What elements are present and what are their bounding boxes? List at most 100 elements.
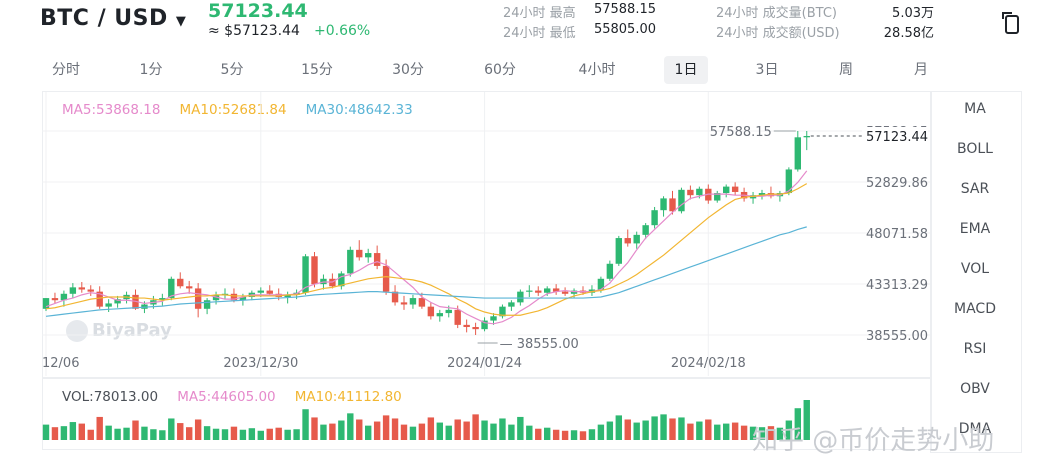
volume-bar — [338, 420, 345, 440]
candle-body — [535, 290, 542, 293]
volume-bar — [87, 429, 94, 440]
candle-body — [60, 293, 68, 301]
tab-timeframe-2[interactable]: 5分 — [220, 62, 244, 78]
bottom-watermark: 知乎 @币价走势小助 — [752, 426, 995, 456]
candle-body — [230, 293, 238, 301]
last-price: 57123.44 — [208, 0, 308, 22]
candle-body — [463, 324, 470, 328]
volume-bar — [132, 420, 139, 440]
volume-bar — [141, 426, 148, 440]
indicator-sar[interactable]: SAR — [960, 181, 990, 197]
candle-body — [696, 188, 703, 196]
candle-body — [42, 298, 50, 309]
indicator-ma[interactable]: MA — [964, 101, 986, 117]
volume-bar — [293, 429, 300, 440]
trading-pair[interactable]: BTC / USD ▼ — [40, 6, 186, 31]
volume-bar — [221, 429, 229, 440]
candle-body — [445, 309, 452, 314]
candlestick-chart[interactable]: 57588.15 52829.86 48071.58 43313.29 38555.00… — [0, 0, 1062, 440]
volume-bar — [803, 400, 810, 440]
indicator-obv[interactable]: OBV — [960, 381, 990, 397]
volume-bar — [60, 426, 68, 440]
volume-bar — [356, 419, 363, 440]
candle-body — [544, 288, 551, 293]
fullscreen-icon[interactable] — [1000, 10, 1024, 36]
volume-bar — [347, 413, 354, 440]
chevron-down-icon[interactable]: ▼ — [175, 14, 187, 29]
indicator-ema[interactable]: EMA — [959, 221, 991, 237]
volume-bar — [561, 430, 569, 440]
volume-bar — [320, 424, 327, 440]
volume-bar — [257, 430, 264, 440]
candle-body — [284, 294, 291, 298]
volume-bar — [490, 423, 497, 440]
candle-body — [561, 291, 569, 294]
volume-bar — [248, 428, 256, 440]
indicator-vol[interactable]: VOL — [960, 261, 990, 277]
tab-timeframe-3[interactable]: 15分 — [301, 62, 333, 78]
indicator-rsi[interactable]: RSI — [963, 341, 987, 357]
volume-bar — [579, 431, 587, 440]
candle-body — [400, 302, 408, 305]
candle-body — [552, 288, 560, 292]
volume-bar — [96, 416, 103, 440]
tab-timeframe-0[interactable]: 分时 — [52, 62, 80, 78]
stat-high-value: 57588.15 — [593, 2, 656, 17]
volume-bar — [150, 429, 157, 440]
price-approx: ≈ $57123.44 — [208, 23, 300, 39]
volume-bar — [758, 427, 766, 440]
tab-timeframe-6[interactable]: 4小时 — [578, 62, 616, 78]
volume-bar — [642, 420, 649, 440]
volume-bar — [400, 424, 408, 440]
candle-body — [96, 291, 103, 307]
candle-body — [508, 302, 515, 307]
volume-bar — [552, 429, 560, 440]
volume-bar — [597, 424, 605, 440]
candle-body — [758, 193, 766, 196]
pair-label: BTC / USD — [40, 6, 168, 31]
candle-body — [105, 303, 112, 307]
stat-low-value: 55805.00 — [593, 22, 656, 37]
indicator-boll[interactable]: BOLL — [957, 141, 993, 157]
candle-body — [651, 210, 658, 226]
volume-bar — [660, 414, 667, 440]
volume-bar — [535, 428, 542, 440]
candle-body — [454, 309, 461, 325]
ma30-legend: MA30:48642.33 — [305, 102, 413, 118]
tab-timeframe-1[interactable]: 1分 — [139, 62, 163, 78]
tab-timeframe-9[interactable]: 周 — [839, 62, 853, 78]
volume-bar — [526, 425, 533, 440]
candle-body — [615, 238, 622, 264]
volume-bar — [436, 422, 443, 440]
volume-bar — [373, 421, 381, 440]
volume-bar — [785, 420, 793, 440]
candle-body — [311, 256, 318, 285]
x-tick-label: 12/06 — [42, 356, 79, 371]
high-label: 57588.15 — [710, 125, 772, 140]
stat-turnover-value: 28.58亿 — [883, 26, 934, 41]
volume-bar — [714, 424, 721, 440]
volume-bar — [239, 429, 247, 440]
volume-bar — [776, 427, 784, 440]
indicator-dma[interactable]: DMA — [958, 421, 992, 437]
volume-bar — [615, 415, 622, 440]
volume-bar — [517, 416, 524, 440]
indicator-macd[interactable]: MACD — [954, 301, 996, 317]
tab-timeframe-8[interactable]: 3日 — [755, 62, 779, 78]
volume-bar — [472, 414, 479, 440]
ma10-line — [45, 183, 808, 316]
volume-bar — [678, 417, 685, 440]
tab-timeframe-7[interactable]: 1日 — [664, 56, 708, 84]
volume-bar — [177, 423, 184, 440]
volume-bar — [427, 417, 435, 440]
volume-bar — [123, 427, 130, 440]
candle-body — [356, 249, 363, 258]
candle-body — [669, 198, 676, 212]
x-tick-label: 2024/02/18 — [671, 356, 746, 371]
tab-timeframe-4[interactable]: 30分 — [392, 62, 424, 78]
candle-body — [347, 249, 354, 274]
last-price-label: 57123.44 — [866, 130, 928, 145]
y-tick-label: 38555.00 — [866, 329, 928, 344]
tab-timeframe-5[interactable]: 60分 — [484, 62, 516, 78]
tab-timeframe-10[interactable]: 月 — [914, 62, 928, 78]
